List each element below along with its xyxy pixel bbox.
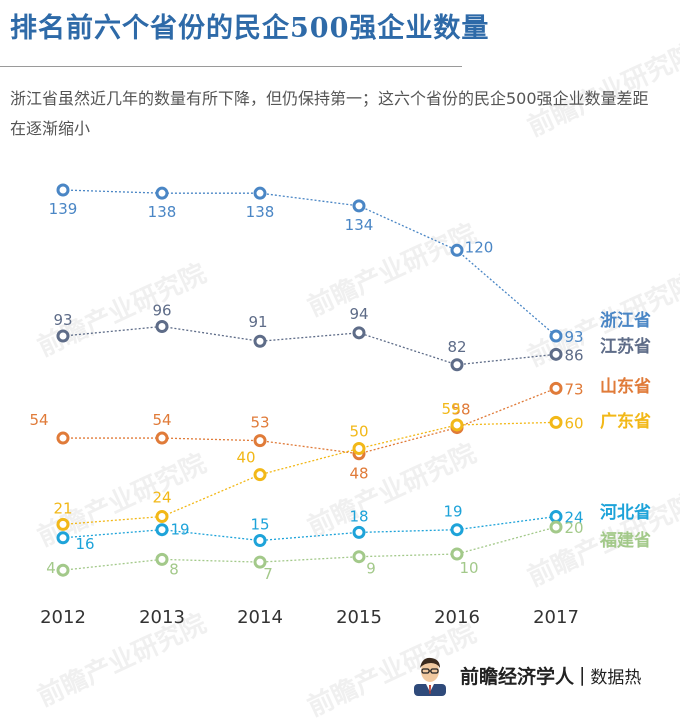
series-name-label: 江苏省 [600,336,651,357]
data-point [253,468,267,482]
data-point [56,329,70,343]
data-label: 15 [250,516,269,534]
data-point [155,510,169,524]
data-point [352,199,366,213]
data-label: 24 [564,509,583,527]
data-label: 94 [349,305,368,323]
data-label: 138 [148,203,177,221]
x-tick-label: 2012 [40,607,86,628]
data-label: 10 [459,559,478,577]
data-label: 58 [451,401,470,419]
x-tick-label: 2014 [237,607,283,628]
data-point [450,358,464,372]
data-label: 40 [236,449,255,467]
series-line [62,421,557,526]
data-point [549,329,563,343]
series-line [63,387,557,455]
series-line [62,526,557,571]
data-label: 93 [53,311,72,329]
data-label: 59 [441,400,460,418]
data-point [253,434,267,448]
data-point [352,442,366,456]
title-divider [0,66,462,67]
data-point [56,531,70,545]
chart-title: 排名前六个省份的民企500强企业数量 [10,13,490,44]
series-name-label: 河北省 [600,502,651,523]
data-point [549,415,563,429]
data-label: 139 [49,200,78,218]
data-label: 20 [564,519,583,537]
data-label: 48 [349,465,368,483]
data-point [155,186,169,200]
data-label: 86 [564,346,583,364]
data-point [549,510,563,524]
data-label: 19 [170,521,189,539]
brand-name: 前瞻经济学人 [460,665,575,688]
data-label: 7 [263,565,273,583]
data-label: 138 [246,203,275,221]
data-label: 96 [152,301,171,319]
data-point [56,431,70,445]
data-point [352,525,366,539]
data-point [352,550,366,564]
data-label: 8 [169,560,179,578]
data-label: 134 [345,216,374,234]
data-point [253,334,267,348]
series-line [62,515,557,542]
data-point [549,520,563,534]
data-point [155,523,169,537]
data-label: 73 [564,380,583,398]
series-line [62,325,557,366]
data-point [253,555,267,569]
data-label: 18 [349,507,368,525]
data-label: 24 [152,489,171,507]
data-label: 60 [564,414,583,432]
data-point [155,431,169,445]
data-label: 54 [29,411,48,429]
data-point [253,186,267,200]
footer: 前瞻经济学人 | 数据热 [410,654,672,696]
series-line [62,189,557,337]
data-label: 21 [53,499,72,517]
series-name-label: 山东省 [600,376,651,397]
data-label: 50 [349,423,368,441]
data-label: 91 [248,313,267,331]
data-point [549,381,563,395]
data-point [56,563,70,577]
series-name-label: 福建省 [599,530,651,551]
series-name-label: 浙江省 [600,310,651,331]
data-label: 9 [366,560,376,578]
data-point [155,319,169,333]
data-label: 53 [250,414,269,432]
data-label: 4 [46,559,56,577]
data-label: 16 [75,535,94,553]
data-label: 54 [152,411,171,429]
data-point [450,243,464,257]
data-point [549,347,563,361]
data-label: 120 [465,238,494,256]
section-name: 数据热 [590,667,642,688]
data-label: 82 [447,338,466,356]
x-tick-label: 2017 [533,607,579,628]
data-point [450,547,464,561]
data-point [155,552,169,566]
data-point [56,517,70,531]
economist-avatar-icon [414,657,446,696]
x-tick-label: 2013 [139,607,185,628]
data-label: 19 [443,503,462,521]
data-point [450,418,464,432]
data-point [253,534,267,547]
x-tick-label: 2015 [336,607,382,628]
data-point [450,523,464,537]
series-name-label: 广东省 [600,411,651,432]
data-point [352,326,366,340]
chart-subtitle: 浙江省虽然近几年的数量有所下降，但仍保持第一；这六个省份的民企500强企业数量差… [10,89,649,138]
footer-separator: | [579,664,586,686]
x-tick-label: 2016 [434,607,480,628]
data-point [56,183,70,197]
data-label: 93 [564,328,583,346]
